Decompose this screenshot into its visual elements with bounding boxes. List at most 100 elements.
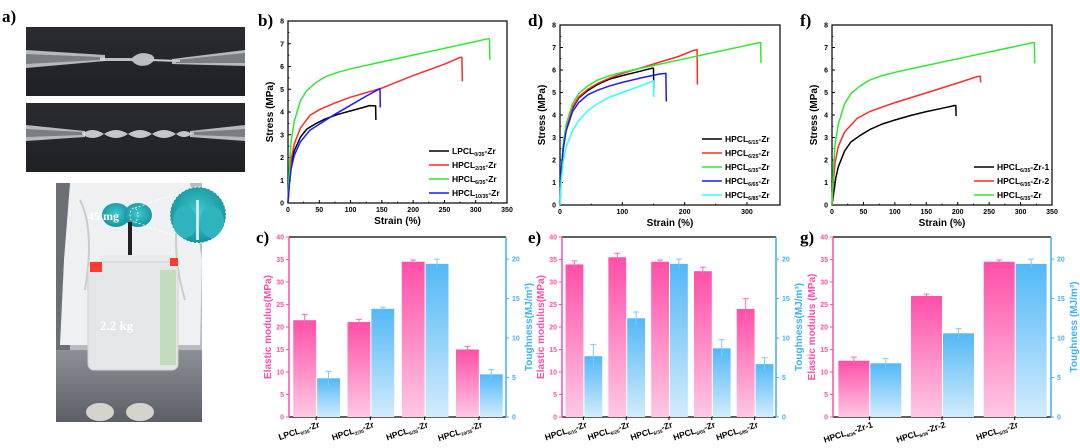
error-bar-toughness-2 bbox=[1028, 258, 1035, 269]
x-tick-label: 250 bbox=[983, 209, 995, 216]
y-tick-label: 5 bbox=[553, 392, 557, 399]
y-tick-label: 20 bbox=[549, 325, 557, 332]
label-suffix: -Zr bbox=[485, 174, 497, 184]
y-tick-label: 30 bbox=[549, 280, 557, 287]
legend-label-2: HPCL6/35-Zr bbox=[452, 174, 497, 186]
error-bar-toughness-4 bbox=[761, 357, 768, 371]
label-suffix: -Zr bbox=[758, 134, 770, 144]
y-tick-label: 4 bbox=[280, 110, 284, 117]
label-subscript: 0/35 bbox=[300, 428, 311, 436]
label-subscript: 6/35 bbox=[846, 431, 857, 439]
x-axis-title: Strain (%) bbox=[919, 218, 966, 229]
legend-label-0: LPCL0/35-Zr bbox=[452, 146, 496, 158]
x-tick-label: 300 bbox=[741, 209, 753, 216]
series-line-3 bbox=[559, 72, 668, 206]
photo-knotted-film bbox=[26, 27, 245, 96]
label-subscript: 6/65 bbox=[696, 428, 707, 436]
error-bar-modulus-4 bbox=[742, 298, 749, 320]
label-name: HPCL bbox=[725, 190, 748, 200]
label-name: LPCL bbox=[277, 426, 301, 442]
label-suffix: -Zr bbox=[485, 160, 497, 170]
y-tick-label: 5 bbox=[280, 392, 284, 399]
bar-modulus-0 bbox=[293, 320, 317, 417]
label-subscript: 6/35 bbox=[1020, 196, 1030, 202]
chart-f-stress-strain: 0 1 2 3 4 5 6 7 8 0 50 100 150 200 250 300 350 Strain (%)… bbox=[809, 23, 1058, 230]
x-category-label-2: HPCL6/35-Zr bbox=[975, 419, 1020, 443]
x-category-label-0: HPCL6/35-Zr-1 bbox=[822, 419, 874, 445]
chart-d-stress-strain: 0 1 2 3 4 5 6 7 8 0 100 200 300 Strain (%) Stress (MPa… bbox=[537, 23, 781, 229]
series-line-1 bbox=[831, 75, 982, 206]
y-tick-label: 2 bbox=[552, 158, 556, 165]
x-tick-label: 350 bbox=[1046, 209, 1058, 216]
y-tick-label: 25 bbox=[820, 302, 828, 309]
label-name: HPCL bbox=[331, 426, 356, 443]
x-tick-label: 50 bbox=[315, 207, 323, 214]
x-tick-label: 200 bbox=[952, 209, 964, 216]
y-tick-label: 5 bbox=[824, 90, 828, 97]
series-line-0 bbox=[559, 67, 655, 206]
x-tick-label: 150 bbox=[376, 207, 388, 214]
y2-axis-title: Toughness (MJ/m³) bbox=[1069, 282, 1080, 373]
x-category-label-3: HPCL10/35-Zr bbox=[437, 419, 485, 444]
x-tick-label: 300 bbox=[470, 207, 482, 214]
label-subscript: 6/35 bbox=[999, 428, 1010, 436]
label-name: HPCL bbox=[452, 188, 475, 198]
label-suffix: -Zr bbox=[703, 419, 718, 432]
series-line-1 bbox=[559, 49, 699, 206]
label-subscript: 0/35 bbox=[474, 152, 484, 158]
error-bar-modulus-0 bbox=[301, 313, 308, 327]
y-axis-title: Elastic modulus(MPa) bbox=[263, 275, 274, 379]
y2-tick-label: 0 bbox=[782, 415, 786, 422]
y-tick-label: 5 bbox=[280, 87, 284, 94]
bar-modulus-2 bbox=[651, 261, 669, 417]
y2-tick-label: 20 bbox=[782, 257, 790, 264]
label-name: HPCL bbox=[385, 426, 410, 443]
error-bar-modulus-3 bbox=[699, 266, 706, 276]
label-suffix: -Zr bbox=[1005, 419, 1020, 432]
label-name: LPCL bbox=[452, 146, 474, 156]
label-subscript: 6/35 bbox=[1020, 182, 1030, 188]
panel-label-g: g) bbox=[800, 228, 814, 247]
y-tick-label: 6 bbox=[280, 64, 284, 71]
x-tick-label: 200 bbox=[679, 209, 691, 216]
label-subscript: 6/85 bbox=[748, 196, 758, 202]
y-tick-label: 4 bbox=[824, 113, 828, 120]
y-tick-label: 35 bbox=[549, 257, 557, 264]
bar-modulus-3 bbox=[693, 271, 712, 417]
legend-label-4: HPCL6/85-Zr bbox=[725, 190, 770, 202]
label-name: HPCL bbox=[997, 190, 1020, 200]
series-line-3 bbox=[287, 88, 382, 204]
x-category-label-0: LPCL0/35-Zr bbox=[277, 419, 322, 443]
weight-label: 2.2 kg bbox=[100, 318, 134, 333]
x-axis-title: Strain (%) bbox=[374, 216, 421, 227]
error-bar-toughness-3 bbox=[718, 339, 725, 357]
x-category-label-1: HPCL6/25-Zr bbox=[586, 419, 631, 443]
legend-label-1: HPCL2/35-Zr bbox=[452, 160, 497, 172]
y2-tick-label: 10 bbox=[1057, 336, 1065, 343]
bar-toughness-3 bbox=[712, 348, 731, 417]
x-tick-label: 200 bbox=[407, 207, 419, 214]
y-tick-label: 1 bbox=[280, 178, 284, 185]
label-suffix: -Zr bbox=[758, 190, 770, 200]
y-axis-title: Elastic modulus(MPa) bbox=[536, 275, 547, 379]
y-tick-label: 8 bbox=[280, 19, 284, 26]
legend-label-3: HPCL10/35-Zr bbox=[452, 188, 500, 200]
y2-axis-title: Toughness(MJ/m³) bbox=[524, 283, 535, 371]
label-subscript: 6/35 bbox=[475, 180, 485, 186]
bar-toughness-0 bbox=[584, 356, 603, 417]
y2-tick-label: 5 bbox=[512, 375, 516, 382]
x-category-label-1: HPCL2/35-Zr bbox=[331, 419, 376, 443]
error-bar-toughness-1 bbox=[955, 328, 962, 339]
x-tick-label: 50 bbox=[860, 209, 868, 216]
label-name: HPCL bbox=[725, 176, 748, 186]
panel-label-e: e) bbox=[528, 228, 541, 247]
label-suffix: -Zr bbox=[758, 162, 770, 172]
error-bar-modulus-3 bbox=[464, 345, 471, 353]
label-subscript: 6/35 bbox=[748, 168, 758, 174]
legend-label-2: HPCL6/35-Zr bbox=[997, 190, 1042, 202]
y-axis-title: Stress (MPa) bbox=[809, 85, 820, 146]
label-subscript: 6/35 bbox=[409, 428, 420, 436]
y-tick-label: 15 bbox=[820, 347, 828, 354]
bar-toughness-2 bbox=[670, 263, 688, 417]
